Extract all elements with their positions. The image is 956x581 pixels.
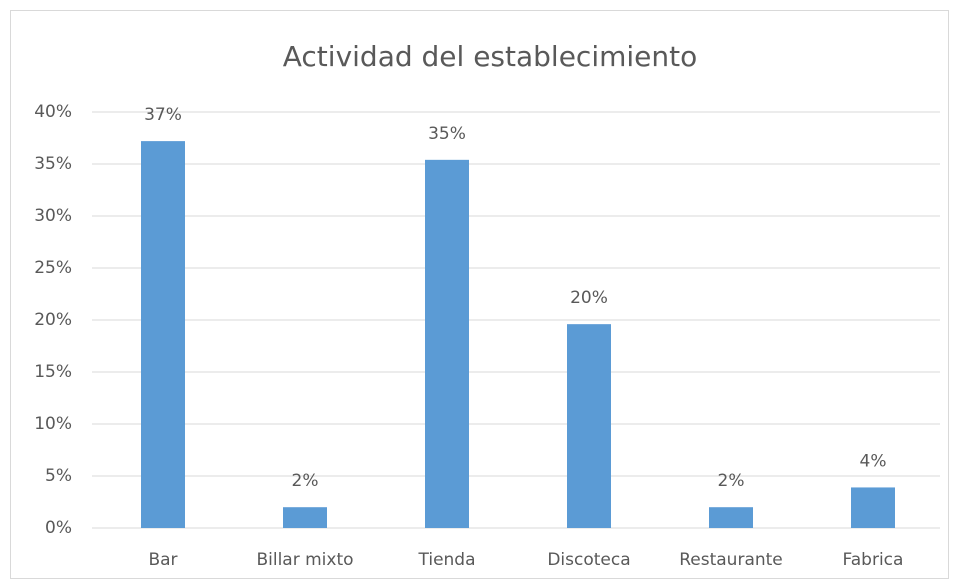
- x-tick-label: Bar: [148, 550, 177, 570]
- value-label: 4%: [860, 451, 887, 471]
- x-tick-label: Fabrica: [843, 550, 904, 570]
- value-label: 2%: [718, 471, 745, 491]
- x-tick-label: Discoteca: [547, 550, 630, 570]
- value-label: 20%: [570, 288, 608, 308]
- bar: [567, 324, 611, 528]
- y-tick-label: 40%: [34, 102, 72, 122]
- y-tick-label: 5%: [45, 466, 72, 486]
- value-label: 37%: [144, 105, 182, 125]
- bar: [851, 487, 895, 528]
- y-tick-label: 20%: [34, 310, 72, 330]
- bar: [709, 507, 753, 528]
- y-tick-label: 15%: [34, 362, 72, 382]
- value-label: 35%: [428, 124, 466, 144]
- x-tick-label: Restaurante: [679, 550, 783, 570]
- y-tick-label: 0%: [45, 518, 72, 538]
- y-tick-label: 25%: [34, 258, 72, 278]
- bar: [283, 507, 327, 528]
- chart-title: Actividad del establecimiento: [283, 40, 698, 73]
- y-tick-label: 35%: [34, 154, 72, 174]
- bar: [425, 159, 469, 528]
- x-tick-label: Tienda: [417, 550, 475, 570]
- x-tick-label: Billar mixto: [256, 550, 353, 570]
- value-label: 2%: [292, 471, 319, 491]
- bar: [141, 141, 185, 528]
- y-tick-label: 30%: [34, 206, 72, 226]
- y-tick-label: 10%: [34, 414, 72, 434]
